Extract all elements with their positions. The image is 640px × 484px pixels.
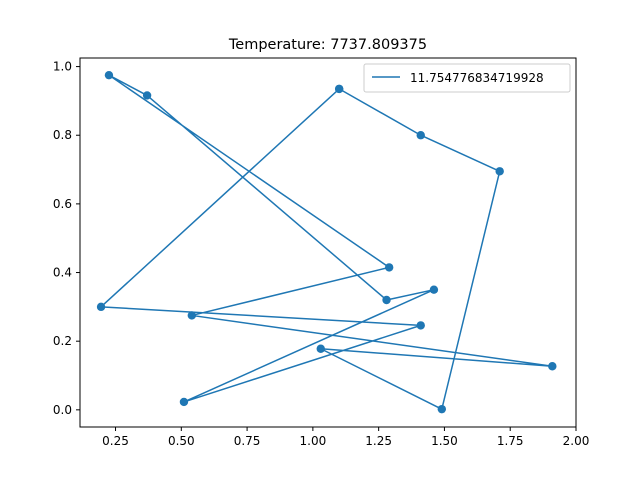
data-point [382, 295, 391, 305]
data-point [96, 302, 106, 312]
x-tick-label: 1.50 [431, 434, 458, 448]
y-tick-label: 0.0 [53, 403, 72, 417]
data-point [187, 311, 197, 320]
axes-frame [79, 57, 577, 428]
data-point [142, 91, 152, 100]
x-tick-label: 1.75 [497, 434, 524, 448]
x-tick-label: 1.00 [300, 434, 327, 448]
x-tick-label: 1.25 [365, 434, 392, 448]
data-point [334, 84, 344, 94]
plot-area [96, 70, 557, 414]
x-tick-label: 0.50 [168, 434, 195, 448]
series-line [100, 74, 554, 410]
axes: 0.25 0.50 0.75 1.00 1.25 1.50 1.75 2.00 0.0 0.2 0.… [53, 57, 590, 448]
x-tick-label: 0.75 [234, 434, 261, 448]
data-point [179, 397, 189, 407]
legend: 11.754776834719928 [363, 63, 571, 93]
data-point [437, 404, 446, 414]
data-point [416, 321, 425, 330]
x-tick-label: 0.25 [102, 434, 129, 448]
data-point [495, 167, 504, 176]
data-point [416, 131, 425, 140]
data-point [384, 263, 394, 272]
data-point [104, 70, 114, 80]
legend-box [363, 63, 571, 93]
data-point [429, 285, 439, 294]
y-tick-label: 1.0 [53, 60, 72, 74]
data-point [316, 344, 325, 353]
legend-label: 11.754776834719928 [410, 71, 544, 85]
y-tick-label: 0.4 [53, 266, 72, 280]
chart-title: Temperature: 7737.809375 [228, 37, 427, 53]
x-tick-label: 2.00 [563, 434, 590, 448]
y-tick-label: 0.8 [53, 128, 72, 142]
y-tick-label: 0.6 [53, 197, 72, 211]
data-point [548, 362, 557, 371]
y-tick-label: 0.2 [53, 334, 72, 348]
